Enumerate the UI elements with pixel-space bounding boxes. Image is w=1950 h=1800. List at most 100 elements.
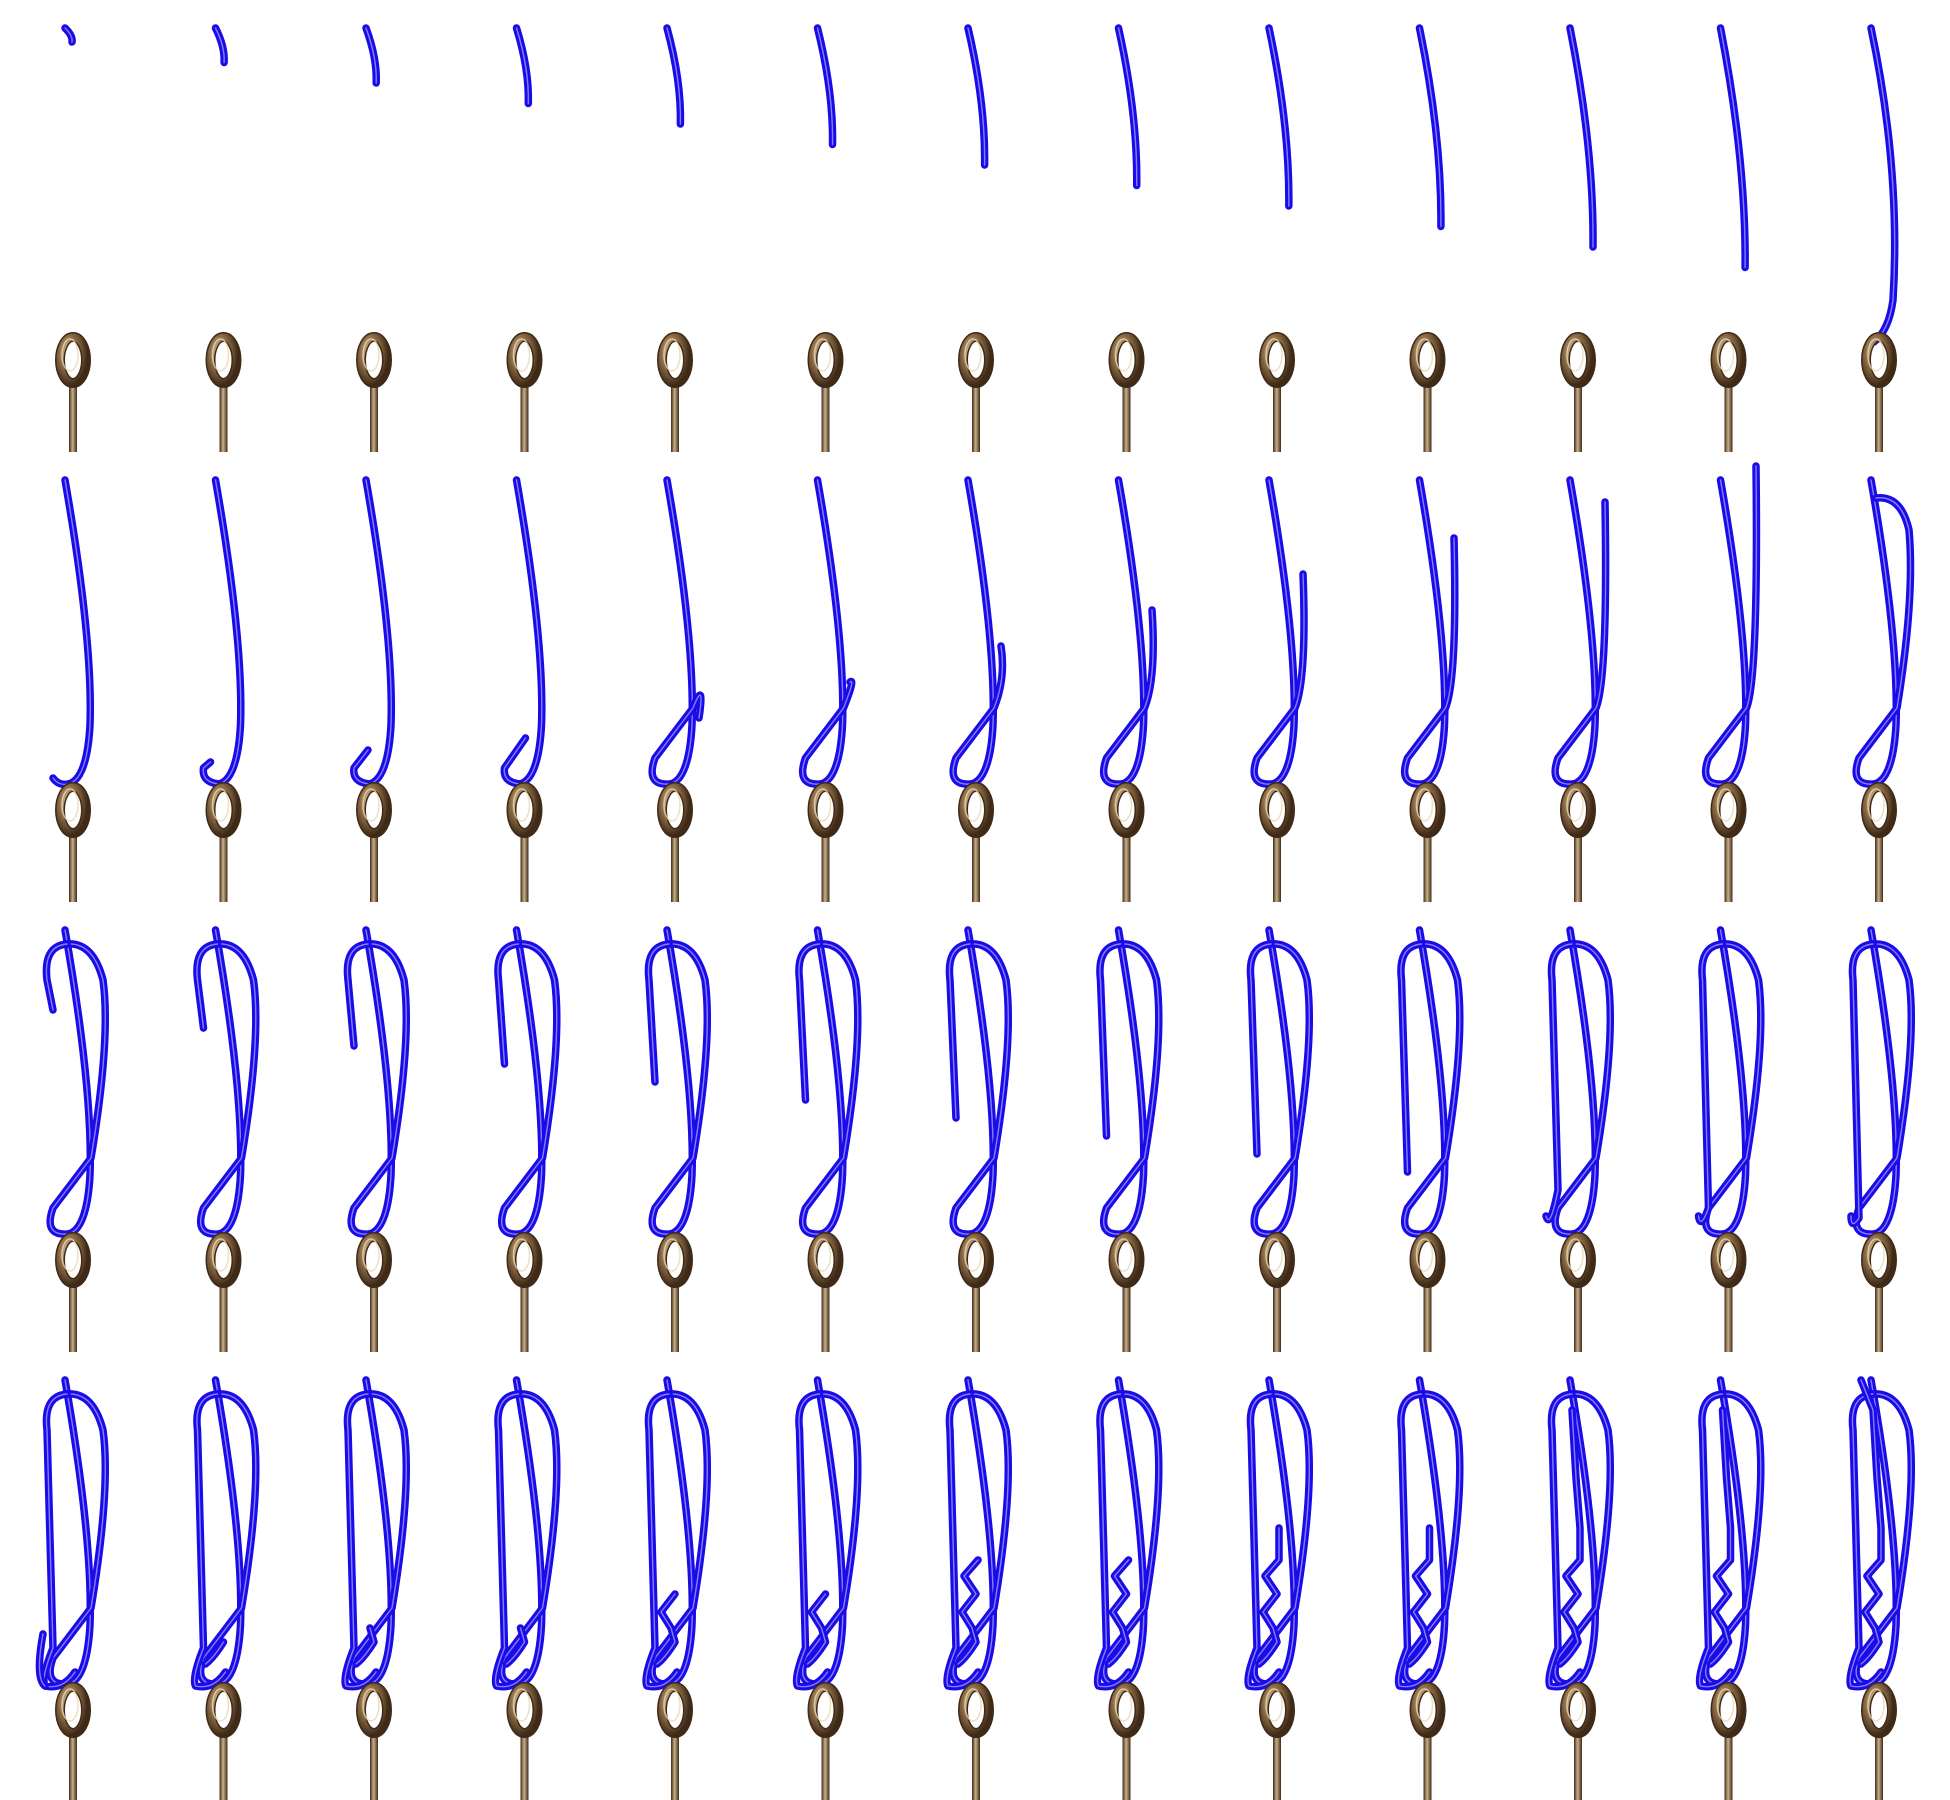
hook-eye <box>657 1232 693 1352</box>
fishing-line <box>1415 24 1445 231</box>
wrapped-tag <box>341 1390 380 1691</box>
returning-tag <box>1397 940 1426 1176</box>
standing-line <box>211 476 245 788</box>
wrapped-tag <box>642 1390 681 1691</box>
frame-r3-c11 <box>1542 926 1615 1352</box>
standing-line <box>61 476 95 788</box>
fishing-line <box>362 24 381 87</box>
final-tuck <box>1405 1524 1434 1668</box>
knot-loop <box>648 1390 712 1688</box>
knot-loop <box>1400 1390 1464 1688</box>
knot-loop <box>497 940 561 1238</box>
frame-r3-c6 <box>795 926 862 1352</box>
standing-line <box>362 476 396 788</box>
hook-eye <box>55 332 91 452</box>
tag-end <box>1250 570 1308 788</box>
hook-eye <box>807 1232 844 1352</box>
knot-loop <box>1250 940 1314 1238</box>
final-tuck <box>1255 1524 1283 1668</box>
wrapped-tag <box>792 1390 832 1691</box>
frame-r2-c13 <box>1852 476 1915 902</box>
fishing-line <box>813 24 837 149</box>
hook-eye <box>958 1682 994 1800</box>
final-tuck <box>653 1590 679 1668</box>
fishing-line <box>512 24 533 108</box>
frame-r2-c11 <box>1551 476 1610 902</box>
hook-eye <box>958 1232 994 1352</box>
hook-eye <box>807 782 844 902</box>
frame-r4-c3 <box>341 1376 411 1800</box>
frame-r1-c10 <box>1409 24 1446 452</box>
wrapped-tag <box>1545 1390 1584 1691</box>
frame-r2-c2 <box>199 476 245 902</box>
hook-eye <box>657 782 693 902</box>
knot-loop <box>1701 940 1765 1238</box>
returning-tag <box>193 940 222 1032</box>
fishing-line <box>1566 24 1597 251</box>
standing-line <box>1114 476 1148 788</box>
tag-end <box>798 677 856 788</box>
fishing-line <box>1265 24 1293 210</box>
hook-eye <box>1560 782 1596 902</box>
knot-loop <box>1852 1390 1916 1688</box>
frame-r1-c5 <box>657 24 693 452</box>
returning-tag <box>494 940 523 1068</box>
frame-r2-c5 <box>648 476 705 902</box>
frame-r3-c13 <box>1847 926 1916 1352</box>
hook-eye <box>506 1232 543 1352</box>
hook-eye <box>205 1682 242 1800</box>
frame-r3-c10 <box>1397 926 1464 1352</box>
standing-line <box>964 476 998 788</box>
hook-eye <box>356 1232 392 1352</box>
tag-end <box>1099 606 1157 788</box>
final-tuck <box>1857 1376 1885 1668</box>
frame-r3-c7 <box>945 926 1013 1352</box>
hook-eye <box>807 332 844 452</box>
frame-r1-c6 <box>807 24 844 452</box>
knot-loop <box>196 940 260 1238</box>
knot-loop <box>648 940 712 1238</box>
wrapped-tag <box>40 1390 79 1691</box>
knot-loop <box>1551 940 1615 1238</box>
tag-end <box>500 734 530 788</box>
frame-r2-c3 <box>350 476 396 902</box>
tag-end <box>1400 534 1459 788</box>
wrapped-tag <box>190 1390 230 1691</box>
hook-eye <box>1861 1682 1897 1800</box>
returning-tag <box>1096 940 1125 1140</box>
hook-eye <box>1861 1232 1897 1352</box>
frame-r4-c13 <box>1846 1376 1916 1800</box>
frame-r1-c3 <box>356 24 392 452</box>
tag-tip <box>35 1630 49 1690</box>
standing-line <box>813 476 847 788</box>
frame-r4-c5 <box>642 1376 712 1800</box>
knot-loop <box>1250 1390 1314 1688</box>
hook-eye <box>1108 782 1145 902</box>
returning-tag <box>1694 940 1727 1226</box>
knot-loop <box>798 940 862 1238</box>
hook-eye <box>807 1682 844 1800</box>
standing-line <box>1716 476 1750 788</box>
fishing-line <box>1716 24 1749 272</box>
frame-r4-c12 <box>1695 1376 1765 1800</box>
final-tuck <box>954 1556 982 1668</box>
standing-line <box>1415 476 1449 788</box>
final-tuck <box>352 1624 378 1668</box>
frame-r2-c12 <box>1701 462 1761 902</box>
frame-r3-c1 <box>42 926 110 1352</box>
wrapped-tag <box>1093 1390 1133 1691</box>
knot-loop <box>347 940 411 1238</box>
hook-eye <box>1409 782 1446 902</box>
frame-r3-c12 <box>1694 926 1765 1352</box>
returning-tag <box>1542 940 1576 1224</box>
frame-r4-c8 <box>1093 1376 1163 1800</box>
hook-eye <box>1710 1232 1747 1352</box>
frame-r2-c8 <box>1099 476 1157 902</box>
hook-eye <box>1259 1232 1295 1352</box>
hook-eye <box>1560 1682 1596 1800</box>
wrapped-tag <box>1244 1390 1283 1691</box>
frame-r3-c2 <box>193 926 260 1352</box>
frame-r1-c2 <box>205 24 242 452</box>
hook-eye <box>356 782 392 902</box>
hook-eye <box>657 1682 693 1800</box>
